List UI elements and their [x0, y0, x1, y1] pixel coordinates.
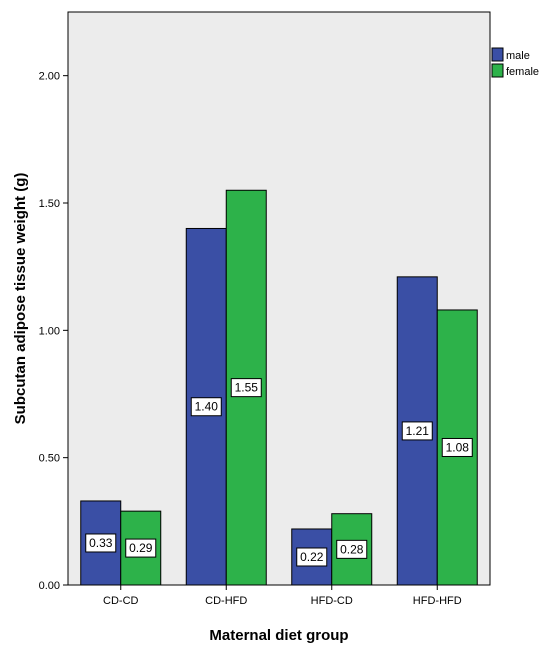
y-tick-label: 1.00: [39, 325, 60, 337]
data-label-box: [125, 538, 157, 558]
data-label: 1.21: [406, 424, 430, 438]
data-label-box: [230, 378, 262, 398]
data-label: 0.28: [340, 542, 364, 556]
legend-swatch-female: [491, 63, 504, 78]
data-label: 0.22: [300, 550, 324, 564]
data-label-box: [336, 539, 368, 559]
y-axis-title: Subcutan adipose tissue weight (g): [12, 173, 29, 425]
data-label: 0.29: [129, 541, 153, 555]
legend: male female: [491, 47, 539, 78]
x-tick-label: CD-HFD: [205, 595, 247, 607]
y-tick-label: 2.00: [39, 71, 60, 83]
data-label-box: [190, 397, 222, 417]
data-label: 0.33: [89, 536, 113, 550]
y-axis: 0.00 0.50 1.00 1.50 2.00: [39, 71, 68, 592]
y-tick-label: 0.50: [39, 453, 60, 465]
legend-label-male: male: [506, 50, 530, 62]
legend-label-female: female: [506, 66, 539, 78]
y-tick-label: 0.00: [39, 580, 60, 592]
data-label-box: [296, 547, 328, 567]
y-tick-label: 1.50: [39, 198, 60, 210]
x-axis: CD-CD CD-HFD HFD-CD HFD-HFD: [103, 585, 462, 607]
data-label-box: [401, 421, 433, 441]
x-tick-label: CD-CD: [103, 595, 138, 607]
data-labels-group: 0.33 0.29 1.40 1.55 0.22 0.28 1.21 1.08: [85, 378, 473, 567]
data-label-box: [441, 437, 473, 457]
x-axis-title: Maternal diet group: [209, 627, 348, 644]
data-label: 1.08: [446, 440, 470, 454]
data-label: 1.55: [235, 381, 259, 395]
data-label-box: [85, 533, 117, 553]
legend-swatch-male: [491, 47, 504, 62]
x-tick-label: HFD-CD: [311, 595, 353, 607]
data-label: 1.40: [195, 400, 219, 414]
x-tick-label: HFD-HFD: [413, 595, 462, 607]
